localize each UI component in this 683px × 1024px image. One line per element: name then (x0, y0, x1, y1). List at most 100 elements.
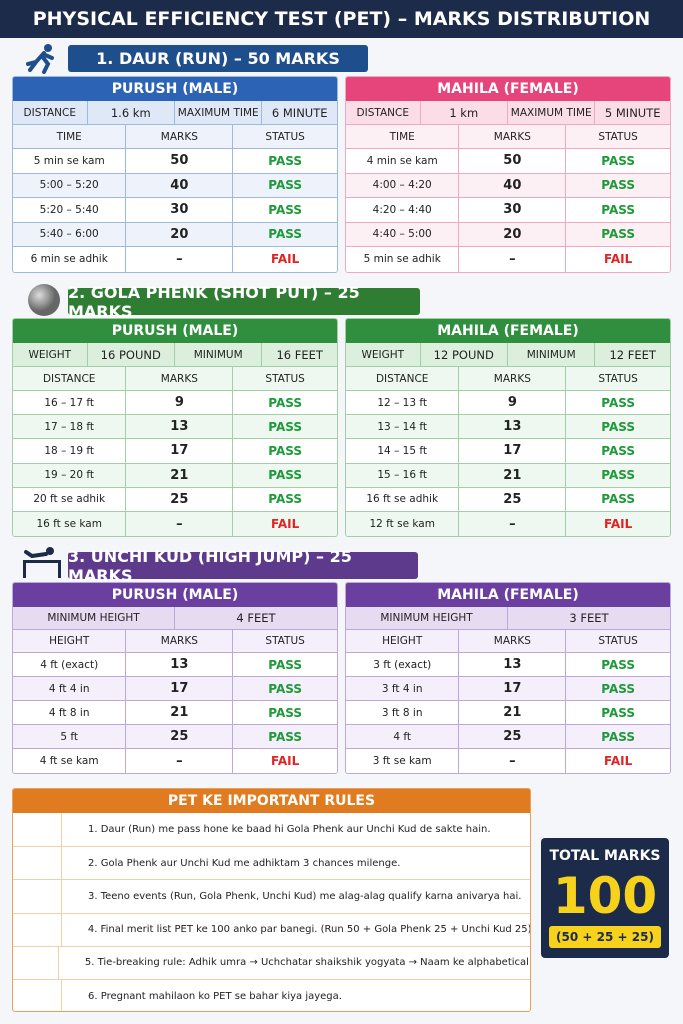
table-cell: 21 (126, 463, 234, 487)
rule-text: 5. Tie-breaking rule: Adhik umra → Uchch… (84, 957, 530, 969)
info-row: DISTANCE 1 km MAXIMUM TIME 5 MINUTE (346, 101, 670, 125)
rule-icon-cell (13, 946, 59, 979)
table-row: 16 – 17 ft 9 PASS (13, 391, 337, 416)
table-cell: 4:40 – 5:00 (346, 222, 460, 246)
header-row: HEIGHT MARKS STATUS (13, 630, 337, 653)
header-cell: HEIGHT (346, 630, 460, 652)
info-row: WEIGHT 16 POUND MINIMUM 16 FEET (13, 343, 337, 367)
info-cell: MINIMUM HEIGHT (13, 607, 175, 629)
header-cell: MARKS (459, 125, 567, 148)
header-cell: HEIGHT (13, 630, 127, 652)
table-cell: 17 (126, 439, 234, 463)
table-row: 4 ft 25 PASS (346, 725, 670, 749)
header-row: DISTANCE MARKS STATUS (13, 367, 337, 391)
status-cell: PASS (601, 227, 635, 242)
table-row: 16 ft se adhik 25 PASS (346, 487, 670, 512)
table-cell: 4 ft se kam (13, 749, 127, 773)
section-heading: 3. UNCHI KUD (HIGH JUMP) – 25 MARKS (68, 547, 418, 585)
table-cell: 12 ft se kam (346, 511, 460, 537)
table-cell: 9 (459, 391, 567, 415)
rule-row: 2. Gola Phenk aur Unchi Kud me adhiktam … (13, 846, 530, 880)
table-cell: 17 – 18 ft (13, 415, 127, 439)
status-cell: PASS (601, 419, 635, 434)
table-cell: 5 min se kam (13, 149, 127, 173)
status-cell: PASS (601, 729, 635, 744)
table-cell: 17 (126, 677, 234, 700)
table-cell: 13 (459, 415, 567, 439)
info-cell: 12 FEET (609, 347, 656, 362)
info-row: DISTANCE 1.6 km MAXIMUM TIME 6 MINUTE (13, 101, 337, 125)
table-row: 4 ft 4 in 17 PASS (13, 677, 337, 701)
table-cell: 21 (459, 463, 567, 487)
section-heading: 1. DAUR (RUN) – 50 MARKS (68, 45, 368, 72)
table-cell: – (459, 247, 567, 272)
table-row: 4 ft 8 in 21 PASS (13, 701, 337, 725)
table-cell: 40 (459, 173, 567, 197)
rules-box: PET KE IMPORTANT RULES 1. Daur (Run) me p… (12, 788, 531, 1012)
info-row: WEIGHT 12 POUND MINIMUM 12 FEET (346, 343, 670, 367)
info-cell: 3 FEET (569, 611, 609, 625)
status-cell: FAIL (604, 754, 633, 768)
header-cell: STATUS (265, 372, 305, 385)
table-cell: 16 ft se kam (13, 511, 127, 537)
table-cell: 5:20 – 5:40 (13, 198, 127, 222)
status-cell: PASS (268, 227, 302, 242)
table-cell: 5 ft (13, 725, 127, 748)
section-heading: 2. GOLA PHENK (SHOT PUT) – 25 MARKS (68, 283, 420, 321)
status-cell: PASS (268, 729, 302, 744)
table-cell: 5 min se adhik (346, 247, 460, 272)
table-row: 5:20 – 5:40 30 PASS (13, 198, 337, 223)
high-jump-icon (23, 547, 61, 578)
status-cell: FAIL (604, 517, 633, 532)
table-row: 20 ft se adhik 25 PASS (13, 487, 337, 512)
status-cell: PASS (601, 153, 635, 168)
info-cell: MAXIMUM TIME (175, 101, 263, 124)
table-title: PURUSH (MALE) (13, 319, 337, 343)
total-note: (50 + 25 + 25) (549, 926, 661, 948)
table-row: 3 ft (exact) 13 PASS (346, 653, 670, 677)
table-title: MAHILA (FEMALE) (346, 77, 670, 101)
table-cell: 4:00 – 4:20 (346, 173, 460, 197)
total-value: 100 (552, 870, 658, 922)
status-cell: PASS (601, 178, 635, 193)
table-row: 4:20 – 4:40 30 PASS (346, 198, 670, 223)
table-row: 17 – 18 ft 13 PASS (13, 415, 337, 440)
table-row: 13 – 14 ft 13 PASS (346, 415, 670, 440)
info-cell: 16 POUND (88, 343, 175, 366)
table-cell: – (126, 749, 234, 773)
table-cell: 3 ft 8 in (346, 701, 460, 724)
info-cell: 16 FEET (276, 347, 323, 362)
status-cell: PASS (268, 657, 302, 672)
status-cell: FAIL (271, 754, 300, 768)
table-cell: 20 (126, 222, 234, 246)
table-cell: 17 (459, 439, 567, 463)
info-cell: 4 FEET (236, 611, 276, 625)
status-cell: FAIL (271, 517, 300, 532)
table-cell: 13 – 14 ft (346, 415, 460, 439)
table-cell: 16 ft se adhik (346, 487, 460, 511)
table-cell: 3 ft se kam (346, 749, 460, 773)
table-cell: 21 (459, 701, 567, 724)
status-cell: PASS (601, 468, 635, 483)
status-cell: PASS (601, 492, 635, 507)
table-row: 15 – 16 ft 21 PASS (346, 463, 670, 488)
header-cell: MARKS (126, 367, 234, 390)
status-cell: FAIL (271, 252, 300, 267)
header-cell: MARKS (459, 367, 567, 390)
table-cell: 13 (459, 653, 567, 676)
status-cell: PASS (268, 705, 302, 720)
rule-text: 4. Final merit list PET ke 100 anko par … (87, 924, 530, 936)
rule-text: 1. Daur (Run) me pass hone ke baad hi Go… (88, 824, 491, 836)
table-row: 3 ft se kam – FAIL (346, 749, 670, 773)
shot-put-icon (28, 284, 60, 316)
table-cell: 16 – 17 ft (13, 391, 127, 415)
table-row: 4:40 – 5:00 20 PASS (346, 222, 670, 247)
header-row: TIME MARKS STATUS (346, 125, 670, 149)
table-row: 16 ft se kam – FAIL (13, 511, 337, 537)
table-cell: 5:40 – 6:00 (13, 222, 127, 246)
status-cell: FAIL (604, 252, 633, 267)
rule-row: 3. Teeno events (Run, Gola Phenk, Unchi … (13, 879, 530, 913)
marks-table: MAHILA (FEMALE) DISTANCE 1 km MAXIMUM TIME 5… (345, 76, 671, 273)
status-cell: PASS (268, 419, 302, 434)
marks-table: PURUSH (MALE) WEIGHT 16 POUND MINIMUM 16 FEE… (12, 318, 338, 538)
